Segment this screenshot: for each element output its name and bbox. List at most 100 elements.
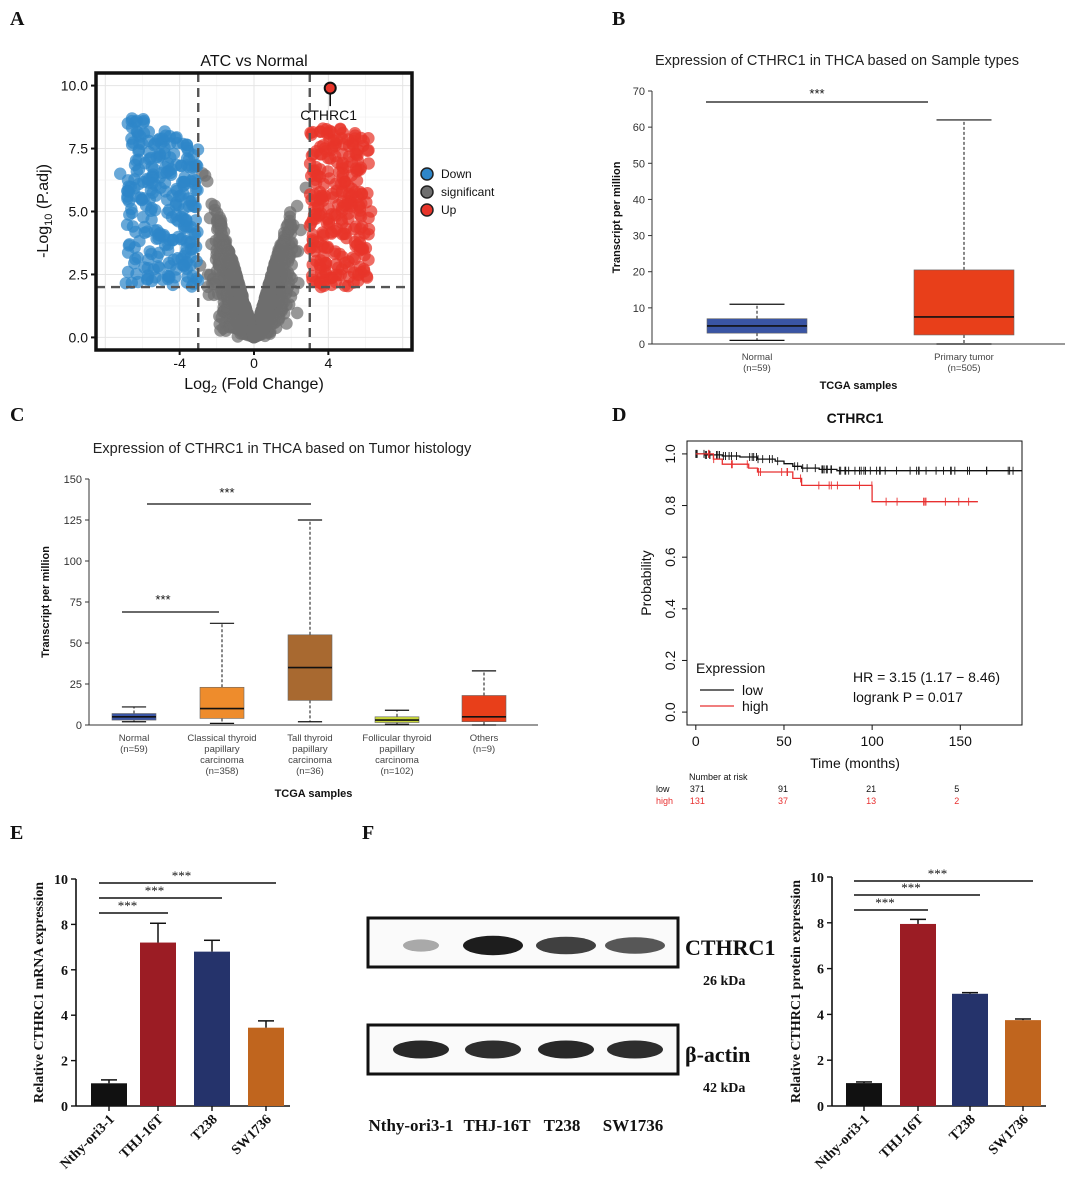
volcano-point [348, 185, 362, 199]
volcano-point [164, 166, 177, 180]
panelb-title: Expression of CTHRC1 in THCA based on Sa… [655, 53, 1019, 69]
panelf-bar-4 [1005, 1020, 1041, 1106]
panelc-x-tick-label: Follicular thyroid [362, 733, 431, 744]
volcano-point [190, 255, 203, 268]
volcano-point [223, 296, 236, 309]
km-x-tick-label: 100 [860, 733, 884, 749]
km-y-tick-label: 1.0 [662, 444, 678, 464]
panelc-y-tick-label: 50 [70, 638, 82, 650]
panelb-y-tick-label: 70 [633, 86, 645, 98]
panelc-x-tick-label: papillary [204, 744, 240, 755]
volcano-point [167, 147, 181, 160]
panele-sig-stars-3: *** [172, 868, 192, 883]
panelc-sig-stars-2: *** [155, 592, 170, 607]
volcano-point [313, 208, 326, 221]
volcano-point [114, 167, 127, 180]
panel-label-d: D [612, 404, 627, 426]
volcano-point [247, 331, 261, 344]
panelb-y-tick-label: 0 [639, 339, 645, 351]
volcano-point [278, 257, 291, 271]
volcano-x-label: Log2 (Fold Change) [184, 376, 324, 396]
blot-band [538, 1040, 594, 1059]
blot-protein-label-2: β-actin [685, 1042, 750, 1067]
volcano-point [336, 147, 349, 161]
blot-band [607, 1040, 663, 1059]
panelc-x-tick-label: carcinoma [288, 755, 333, 766]
panele-y-tick-label: 4 [61, 1009, 68, 1024]
panelc-box [199, 686, 245, 719]
volcano-point [357, 134, 370, 148]
km-risk-value: 13 [866, 796, 876, 806]
volcano-point [340, 198, 354, 211]
volcano-point [172, 215, 185, 228]
km-risk-value: 371 [690, 784, 705, 794]
volcano-point [311, 240, 324, 253]
panelc-y-tick-label: 75 [70, 597, 82, 609]
volcano-point [320, 216, 333, 230]
blot-band [393, 1040, 449, 1059]
volcano-point [314, 254, 327, 267]
panele-x-tick-label: SW1736 [229, 1112, 275, 1158]
panelc-sample-size: (n=36) [296, 766, 324, 777]
blot-lane-label: T238 [544, 1116, 581, 1135]
blot-band [463, 935, 523, 956]
panelf-x-tick-label: THJ-16T [877, 1112, 927, 1162]
volcano-point [152, 232, 165, 245]
panele-y-tick-label: 8 [61, 918, 68, 933]
volcano-legend-label: Up [441, 203, 457, 217]
panele-sig-stars-1: *** [118, 898, 138, 913]
panelb-box [913, 269, 1015, 336]
volcano-point [268, 259, 281, 273]
panelc-y-tick-label: 25 [70, 679, 82, 691]
km-risk-value: 21 [866, 784, 876, 794]
km-curve-low [695, 453, 1022, 472]
panelc-x-tick-label: papillary [292, 744, 328, 755]
panelb-sig-stars: *** [809, 86, 824, 101]
volcano-point [232, 285, 245, 299]
volcano-point [177, 175, 190, 189]
volcano-point [310, 145, 323, 158]
panelc-box [461, 695, 507, 723]
km-y-tick-label: 0.2 [662, 651, 678, 671]
volcano-point [202, 288, 215, 301]
volcano-point [341, 133, 354, 146]
cthrc1-highlight-point [323, 81, 337, 95]
volcano-point [362, 223, 376, 236]
volcano-point [201, 268, 215, 281]
km-risk-value: 2 [954, 796, 959, 806]
volcano-point [177, 137, 190, 151]
volcano-point [141, 225, 154, 238]
panelf-x-tick-label: Nthy-ori3-1 [813, 1112, 873, 1172]
km-legend-label-high: high [742, 698, 768, 714]
volcano-y-label: -Log10 (P.adj) [35, 164, 55, 258]
panelc-y-tick-label: 100 [64, 556, 82, 568]
panele-x-tick-label: THJ-16T [117, 1112, 167, 1162]
volcano-point [151, 250, 164, 263]
panelf-bar-3 [952, 993, 988, 1106]
volcano-point [137, 127, 151, 140]
panelb-sample-size: (n=505) [947, 363, 980, 374]
panelc-sig-stars-1: *** [219, 485, 234, 500]
km-risk-title: Number at risk [689, 772, 748, 782]
volcano-y-tick-label: 5.0 [69, 204, 89, 220]
panelb-y-tick-label: 60 [633, 122, 645, 134]
panelb-y-label: Transcript per million [611, 161, 623, 273]
volcano-point [214, 324, 227, 337]
km-frame [686, 440, 1023, 726]
panelc-sample-size: (n=59) [120, 744, 148, 755]
panelc-x-tick-label: Others [470, 733, 499, 744]
panelf-sig-stars-1: *** [875, 895, 895, 910]
panel-label-f: F [362, 822, 375, 844]
panelf-y-tick-label: 0 [817, 1100, 824, 1115]
volcano-point [213, 211, 226, 224]
volcano-point [349, 220, 362, 233]
panelf-x-tick-label: SW1736 [986, 1112, 1032, 1158]
volcano-point [284, 222, 297, 235]
panele-y-tick-label: 6 [61, 964, 68, 979]
panelc-title: Expression of CTHRC1 in THCA based on Tu… [93, 441, 472, 457]
blot-lane-label: Nthy-ori3-1 [369, 1116, 454, 1135]
volcano-point [364, 205, 378, 218]
volcano-point [336, 156, 349, 170]
panelb-y-tick-label: 20 [633, 267, 645, 279]
blot-lane-label: THJ-16T [463, 1116, 531, 1135]
